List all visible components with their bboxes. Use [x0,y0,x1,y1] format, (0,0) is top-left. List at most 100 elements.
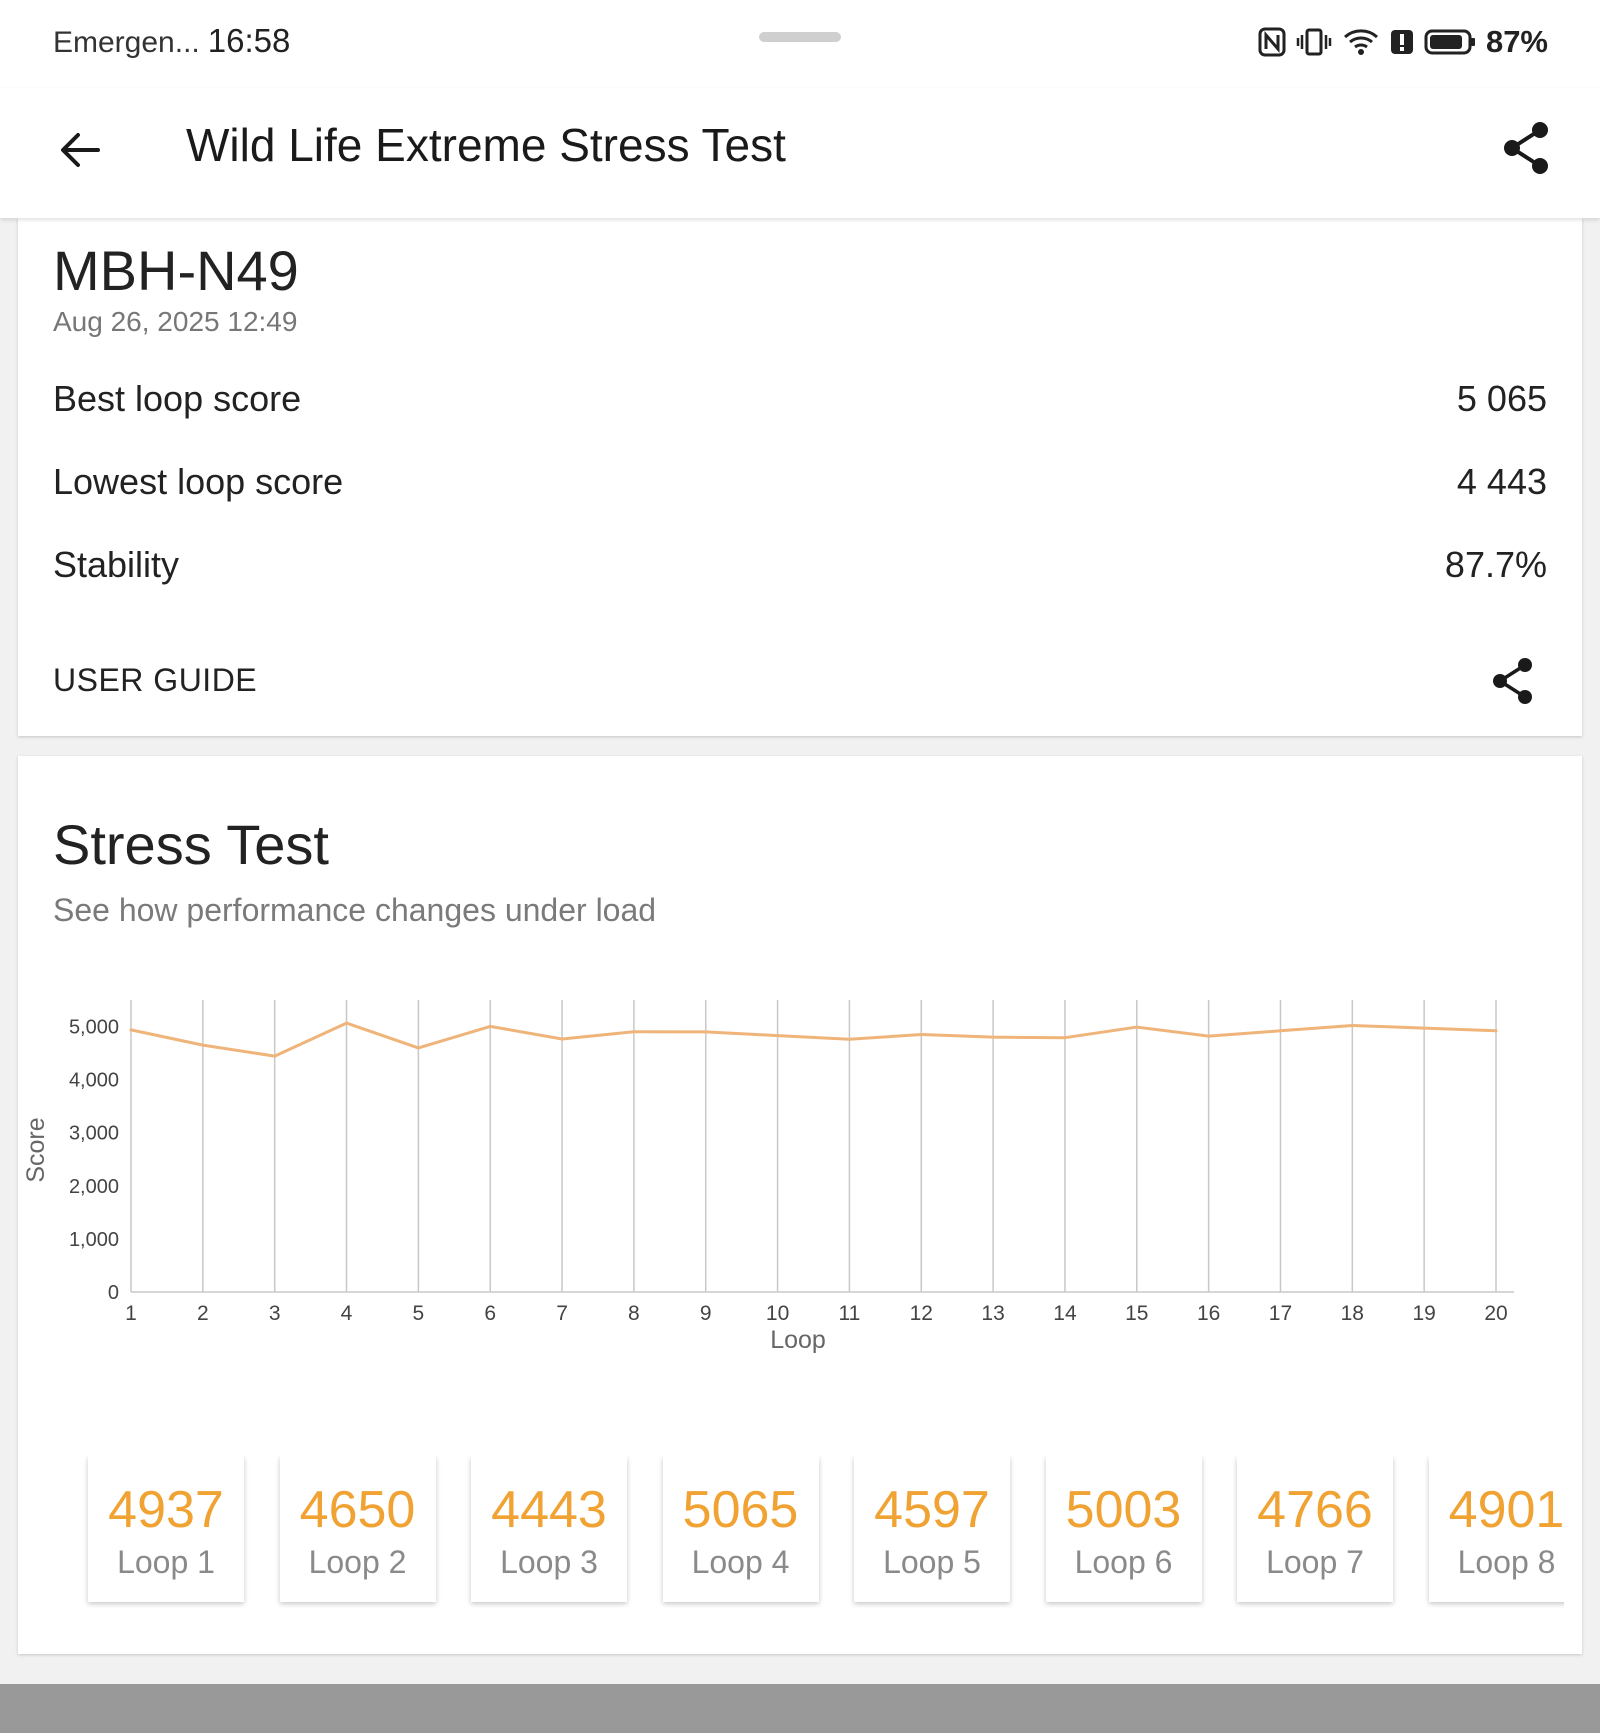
window-drag-handle[interactable] [759,32,841,42]
loop-score-tile[interactable]: 5003 Loop 6 [1045,1456,1202,1602]
x-tick-label: 9 [700,1302,712,1325]
x-tick-label: 5 [413,1302,425,1325]
lowest-loop-value: 4 443 [1456,461,1547,502]
score-point [201,1043,205,1047]
status-icons: 87% [1258,24,1548,60]
score-point [1063,1036,1067,1040]
x-tick-label: 8 [628,1302,640,1325]
app-bar: Wild Life Extreme Stress Test [0,88,1600,218]
loop-label: Loop 6 [1074,1544,1173,1580]
y-tick-label: 5,000 [69,1017,119,1039]
back-arrow-icon[interactable] [54,124,106,176]
y-tick-label: 4,000 [69,1070,119,1092]
x-tick-label: 20 [1484,1302,1507,1325]
score-point [991,1035,995,1039]
stability-label: Stability [53,544,180,585]
loop-score-tile[interactable]: 4901 Loop 8 [1428,1456,1564,1602]
score-point [704,1030,708,1034]
wifi-icon [1343,29,1378,55]
x-tick-label: 2 [197,1302,209,1325]
stability-row: Stability 87.7% [53,544,1547,586]
x-tick-label: 18 [1341,1302,1364,1325]
score-line [130,1021,1497,1058]
loop-label: Loop 2 [308,1544,407,1580]
bottom-overlay [0,1684,1600,1733]
loop-score-tile[interactable]: 4937 Loop 1 [88,1456,244,1602]
loop-score-value: 4650 [299,1481,416,1539]
alert-icon [1390,30,1413,54]
score-point [1207,1034,1211,1038]
share-result-icon[interactable] [1490,656,1536,706]
x-tick-label: 12 [910,1302,933,1325]
status-left: Emergen... 16:58 [53,22,290,60]
x-tick-label: 17 [1269,1302,1292,1325]
best-loop-value: 5 065 [1456,378,1547,419]
result-date: Aug 26, 2025 12:49 [53,306,298,337]
score-point [1494,1029,1498,1033]
device-name: MBH-N49 [53,239,299,302]
x-tick-label: 14 [1053,1302,1077,1325]
battery-icon [1424,29,1475,55]
status-bar: Emergen... 16:58 87% [0,0,1600,88]
x-tick-label: 7 [556,1302,568,1325]
stability-value: 87.7% [1444,544,1547,585]
x-tick-label: 4 [341,1302,353,1325]
score-point [776,1034,780,1038]
x-axis-title: Loop [770,1326,826,1354]
loop-label: Loop 8 [1457,1544,1556,1580]
x-tick-label: 3 [269,1302,281,1325]
status-time: 16:58 [207,22,291,59]
loop-label: Loop 3 [500,1544,598,1580]
x-tick-label: 16 [1197,1302,1220,1325]
loop-score-value: 4597 [874,1481,990,1539]
vibrate-icon [1296,28,1332,56]
x-tick-label: 1 [125,1302,137,1325]
stress-test-title: Stress Test [53,813,329,876]
score-point [560,1037,564,1041]
y-tick-label: 3,000 [69,1123,119,1145]
x-tick-label: 11 [839,1302,861,1325]
x-tick-label: 13 [981,1302,1004,1325]
carrier-text: Emergen... [53,26,200,59]
loop-score-tile[interactable]: 4443 Loop 3 [471,1456,627,1602]
page-title: Wild Life Extreme Stress Test [186,119,786,171]
loop-score-value: 5003 [1065,1481,1182,1539]
loop-score-value: 4901 [1448,1481,1564,1539]
loop-score-value: 4443 [491,1481,607,1539]
loop-score-tile[interactable]: 4597 Loop 5 [854,1456,1010,1602]
user-guide-link[interactable]: USER GUIDE [53,662,258,698]
battery-percent: 87% [1485,24,1548,59]
y-tick-label: 2,000 [69,1176,119,1198]
stress-test-card: Stress Test See how performance changes … [18,756,1582,1654]
y-tick-label: 0 [108,1282,119,1304]
best-loop-row: Best loop score 5 065 [53,378,1547,420]
loop-score-strip[interactable]: 4937 Loop 1 4650 Loop 2 4443 Loop 3 5065 Loop 4… [70,1456,1564,1616]
lowest-loop-label: Lowest loop score [53,461,344,502]
score-point [488,1024,492,1028]
x-tick-label: 15 [1125,1302,1148,1325]
score-point [273,1054,277,1058]
score-point [345,1021,349,1025]
score-point [1422,1026,1426,1030]
loop-score-value: 5065 [682,1481,799,1539]
score-point [919,1033,923,1037]
score-point [1278,1029,1282,1033]
x-tick-label: 6 [484,1302,496,1325]
lowest-loop-row: Lowest loop score 4 443 [53,461,1547,503]
x-tick-label: 19 [1412,1302,1435,1325]
stress-test-subtitle: See how performance changes under load [53,892,657,928]
result-card: MBH-N49 Aug 26, 2025 12:49 Best loop sco… [18,218,1582,736]
score-point [847,1037,851,1041]
loop-score-tile[interactable]: 4650 Loop 2 [279,1456,436,1602]
share-icon[interactable] [1500,120,1552,176]
x-tick-label: 10 [766,1302,789,1325]
score-point [632,1030,636,1034]
y-tick-label: 1,000 [69,1229,119,1251]
nfc-icon [1258,27,1286,57]
loop-label: Loop 1 [117,1544,215,1580]
score-point [1135,1025,1139,1029]
loop-score-tile[interactable]: 5065 Loop 4 [662,1456,819,1602]
score-point [129,1028,133,1032]
loop-score-tile[interactable]: 4766 Loop 7 [1237,1456,1393,1602]
